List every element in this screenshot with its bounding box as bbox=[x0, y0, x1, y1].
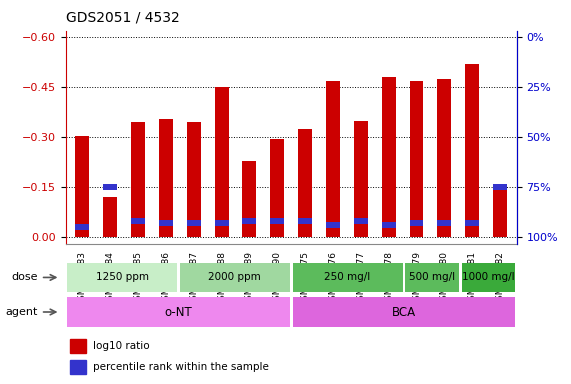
Bar bbox=[409, 81, 424, 237]
Bar bbox=[67, 297, 290, 327]
Text: log10 ratio: log10 ratio bbox=[93, 341, 150, 351]
Bar bbox=[75, 136, 89, 237]
Bar bbox=[270, 218, 284, 224]
Bar bbox=[187, 122, 201, 237]
Bar bbox=[493, 189, 507, 237]
Bar bbox=[465, 64, 479, 237]
Text: percentile rank within the sample: percentile rank within the sample bbox=[93, 362, 268, 372]
Bar bbox=[70, 339, 86, 353]
Bar bbox=[326, 81, 340, 237]
Bar bbox=[354, 121, 368, 237]
Bar bbox=[326, 222, 340, 228]
Bar bbox=[381, 222, 396, 228]
Bar bbox=[75, 224, 89, 230]
Text: 2000 ppm: 2000 ppm bbox=[208, 272, 261, 283]
Text: agent: agent bbox=[6, 307, 38, 317]
Bar bbox=[131, 218, 145, 224]
Bar bbox=[298, 129, 312, 237]
Text: 250 mg/l: 250 mg/l bbox=[324, 272, 371, 283]
Bar bbox=[298, 218, 312, 224]
Bar bbox=[270, 139, 284, 237]
Bar bbox=[70, 360, 86, 374]
Text: BCA: BCA bbox=[392, 306, 416, 318]
Bar bbox=[381, 77, 396, 237]
Bar bbox=[292, 263, 403, 292]
Bar bbox=[462, 263, 516, 292]
Bar bbox=[437, 220, 451, 226]
Text: 1000 mg/l: 1000 mg/l bbox=[463, 272, 515, 283]
Bar bbox=[465, 220, 479, 226]
Bar bbox=[405, 263, 459, 292]
Text: o-NT: o-NT bbox=[164, 306, 192, 318]
Bar bbox=[354, 218, 368, 224]
Text: GDS2051 / 4532: GDS2051 / 4532 bbox=[66, 11, 179, 25]
Text: 500 mg/l: 500 mg/l bbox=[409, 272, 455, 283]
Bar bbox=[292, 297, 516, 327]
Text: dose: dose bbox=[11, 272, 38, 283]
Text: 1250 ppm: 1250 ppm bbox=[95, 272, 148, 283]
Bar bbox=[243, 161, 256, 237]
Bar bbox=[131, 122, 145, 237]
Bar bbox=[103, 197, 117, 237]
Bar bbox=[493, 184, 507, 190]
Bar bbox=[243, 218, 256, 224]
Bar bbox=[67, 263, 177, 292]
Bar bbox=[187, 220, 201, 226]
Bar bbox=[159, 220, 173, 226]
Bar bbox=[215, 220, 228, 226]
Bar bbox=[215, 87, 228, 237]
Bar bbox=[409, 220, 424, 226]
Bar bbox=[180, 263, 290, 292]
Bar bbox=[103, 184, 117, 190]
Bar bbox=[159, 119, 173, 237]
Bar bbox=[437, 79, 451, 237]
